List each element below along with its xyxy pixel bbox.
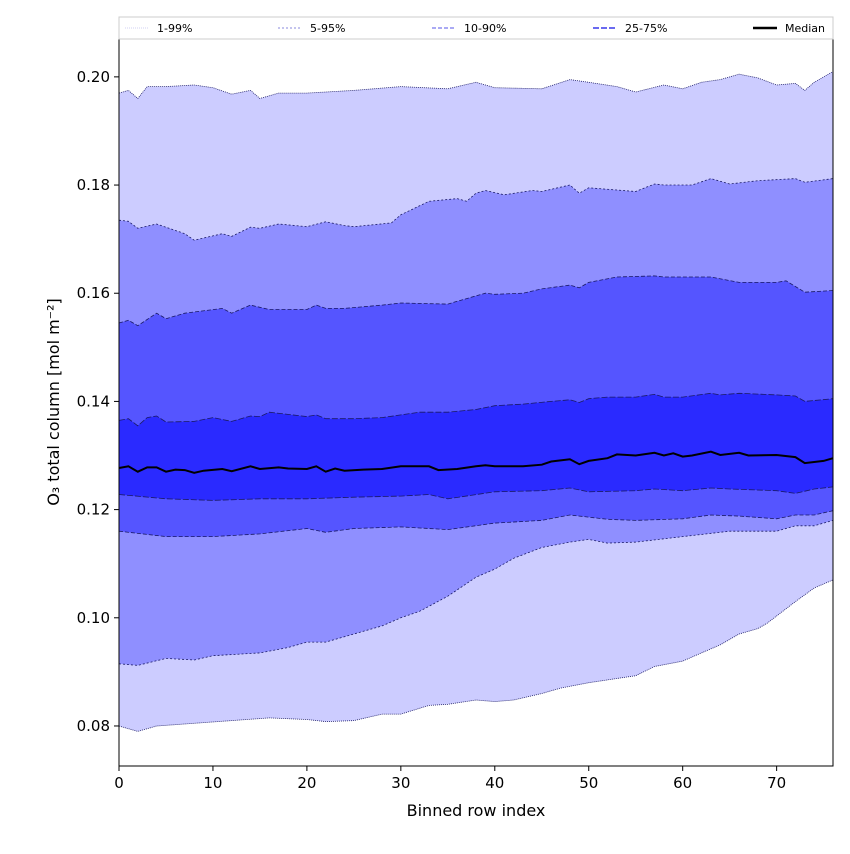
band-25-75-lower-line	[118, 486, 834, 501]
band-10-90-upper-line	[118, 275, 834, 327]
band-25-75-fill	[119, 393, 833, 501]
x-axis-label: Binned row index	[407, 801, 546, 820]
legend: 1-99% 5-95% 10-90% 25-75% Median	[118, 16, 834, 40]
band-1-99-upper-line	[118, 71, 834, 100]
band-5-95-lower-line	[118, 520, 834, 666]
y-tick-label: 0.10	[77, 609, 110, 627]
legend-label: 5-95%	[310, 22, 345, 35]
x-tick-label: 30	[391, 774, 410, 792]
x-tick-label: 60	[673, 774, 692, 792]
band-25-75-upper-line	[118, 392, 834, 427]
y-tick-label: 0.14	[77, 392, 110, 410]
y-axis-label: O₃ total column [mol m⁻²]	[44, 298, 63, 506]
y-tick-label: 0.12	[77, 501, 110, 519]
bands-layer	[119, 71, 833, 732]
x-tick-label: 40	[485, 774, 504, 792]
band-10-90-lower-line	[118, 510, 834, 537]
lines-layer	[118, 71, 834, 732]
y-tick-label: 0.08	[77, 717, 110, 735]
median-line	[118, 450, 834, 474]
x-tick-label: 0	[114, 774, 124, 792]
x-tick-label: 50	[579, 774, 598, 792]
legend-label: 25-75%	[625, 22, 667, 35]
y-tick-label: 0.18	[77, 176, 110, 194]
x-tick-label: 20	[297, 774, 316, 792]
y-axis: 0.08 0.10 0.12 0.14 0.16 0.18 0.20	[77, 68, 119, 735]
y-tick-label: 0.20	[77, 68, 110, 86]
y-tick-label: 0.16	[77, 284, 110, 302]
x-tick-label: 70	[767, 774, 786, 792]
legend-label: Median	[785, 22, 825, 35]
x-axis: 0 10 20 30 40 50 60 70	[114, 766, 786, 792]
legend-label: 1-99%	[157, 22, 192, 35]
x-tick-label: 10	[203, 774, 222, 792]
legend-box	[118, 16, 834, 40]
legend-label: 10-90%	[464, 22, 506, 35]
band-5-95-upper-line	[118, 178, 834, 241]
